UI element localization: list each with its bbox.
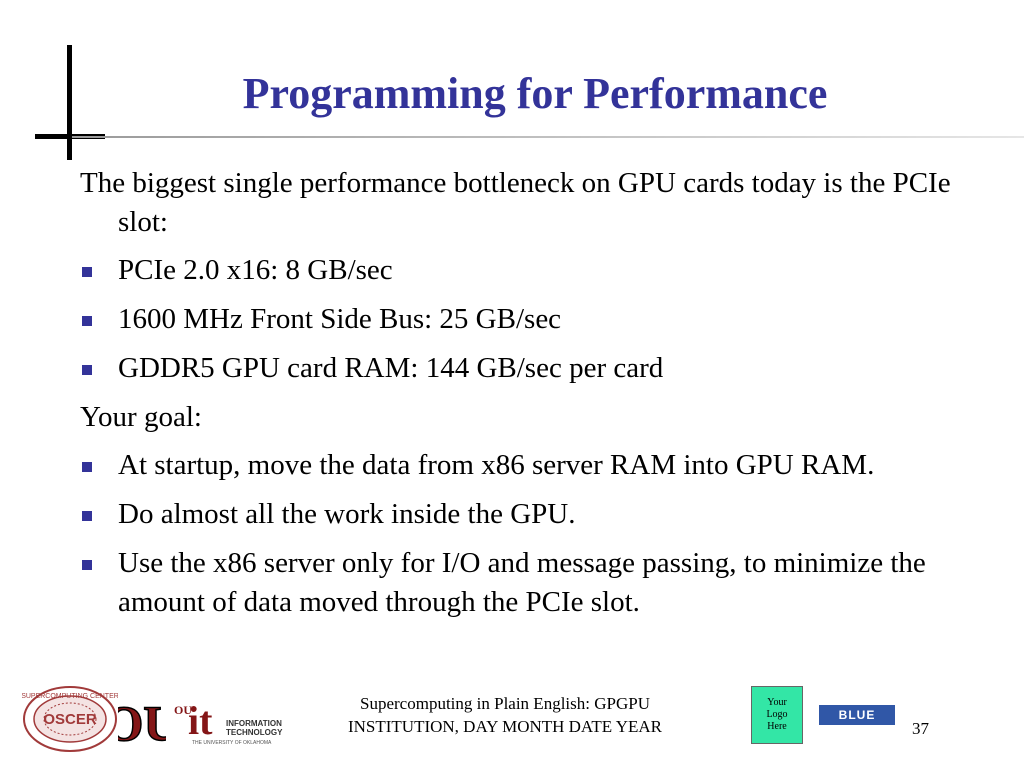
- bullet-square-icon: [82, 316, 92, 326]
- bullet-square-icon: [82, 560, 92, 570]
- svg-text:THE UNIVERSITY OF OKLAHOMA: THE UNIVERSITY OF OKLAHOMA: [192, 740, 272, 746]
- bullet-item: Use the x86 server only for I/O and mess…: [80, 544, 960, 622]
- bullet-item: GDDR5 GPU card RAM: 144 GB/sec per card: [80, 349, 960, 388]
- ou-logo: OU: [118, 694, 166, 752]
- slide-footer: SUPERCOMPUTING CENTER OSCER OU OU it INF…: [0, 680, 1024, 768]
- your-logo-text-3: Here: [767, 721, 787, 732]
- body-paragraph: The biggest single performance bottlenec…: [80, 167, 951, 238]
- your-logo-text-2: Logo: [766, 709, 788, 720]
- slide-title: Programming for Performance: [242, 69, 828, 118]
- bullet-item: At startup, move the data from x86 serve…: [80, 446, 960, 485]
- blue-waters-logo: BLUE WATERS: [819, 705, 895, 742]
- bullet-square-icon: [82, 511, 92, 521]
- your-logo-text-1: Your: [767, 697, 787, 708]
- bullet-square-icon: [82, 365, 92, 375]
- bullet-text: At startup, move the data from x86 serve…: [118, 449, 875, 481]
- page-number: 37: [912, 719, 929, 738]
- oscer-seal-logo: SUPERCOMPUTING CENTER OSCER: [22, 686, 118, 752]
- slide-body: The biggest single performance bottlenec…: [80, 164, 960, 632]
- bullet-square-icon: [82, 462, 92, 472]
- bullet-square-icon: [82, 267, 92, 277]
- footer-institution-date: INSTITUTION, DAY MONTH DATE YEAR: [347, 717, 662, 736]
- svg-text:OSCER: OSCER: [43, 711, 97, 728]
- your-logo-placeholder: Your Logo Here: [751, 686, 803, 744]
- bullet-text: Do almost all the work inside the GPU.: [118, 498, 576, 530]
- title-underline-rule: [72, 136, 1024, 138]
- title-vertical-accent-line: [67, 45, 72, 160]
- svg-text:it: it: [188, 698, 213, 743]
- title-horizontal-accent-line: [35, 134, 105, 139]
- bullet-text: 1600 MHz Front Side Bus: 25 GB/sec: [118, 303, 562, 335]
- footer-course-title: Supercomputing in Plain English: GPGPU: [360, 694, 650, 713]
- svg-text:OU: OU: [174, 703, 192, 717]
- svg-text:OU: OU: [118, 695, 166, 751]
- bullet-item: Do almost all the work inside the GPU.: [80, 495, 960, 534]
- svg-text:SUPERCOMPUTING CENTER: SUPERCOMPUTING CENTER: [22, 693, 118, 700]
- bullet-text: PCIe 2.0 x16: 8 GB/sec: [118, 254, 393, 286]
- footer-caption: Supercomputing in Plain English: GPGPU I…: [300, 692, 710, 738]
- svg-text:TECHNOLOGY: TECHNOLOGY: [226, 728, 283, 737]
- body-paragraph: Your goal:: [80, 401, 202, 433]
- bullet-item: 1600 MHz Front Side Bus: 25 GB/sec: [80, 300, 960, 339]
- information-technology-logo: OU it INFORMATION TECHNOLOGY THE UNIVERS…: [174, 698, 283, 746]
- bullet-item: PCIe 2.0 x16: 8 GB/sec: [80, 251, 960, 290]
- bullet-text: Use the x86 server only for I/O and mess…: [118, 547, 926, 618]
- bullet-text: GDDR5 GPU card RAM: 144 GB/sec per card: [118, 352, 664, 384]
- svg-text:INFORMATION: INFORMATION: [226, 719, 282, 728]
